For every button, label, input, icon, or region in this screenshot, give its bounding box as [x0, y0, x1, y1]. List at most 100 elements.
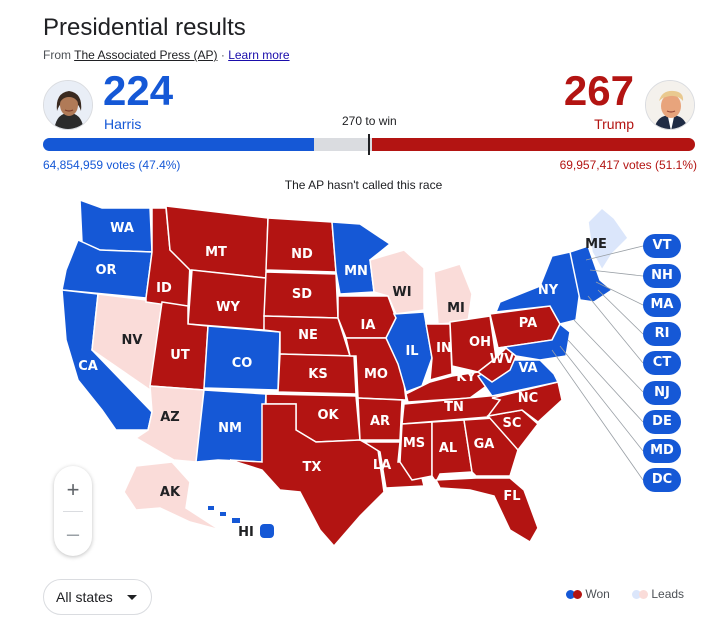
state-ME[interactable] [587, 206, 629, 272]
trump-avatar [645, 80, 695, 130]
state-AK[interactable] [123, 461, 221, 531]
state-ND[interactable] [265, 217, 337, 273]
legend-leads-label: Leads [651, 587, 685, 601]
state-KS[interactable] [277, 353, 357, 395]
label-AK: AK [160, 485, 181, 500]
state-filter-value: All states [56, 589, 113, 605]
state-filter-dropdown[interactable]: All states [43, 579, 152, 615]
label-MS: MS [403, 436, 425, 451]
zoom-control: + – [54, 466, 92, 556]
pill-NH[interactable]: NH [643, 264, 681, 288]
page-title: Presidential results [43, 14, 246, 41]
trump-popular-votes: 69,957,417 votes (51.1%) [559, 158, 697, 172]
pill-MA[interactable]: MA [643, 293, 681, 317]
pill-DC[interactable]: DC [643, 468, 681, 492]
pill-RI[interactable]: RI [643, 322, 681, 346]
label-WI: WI [392, 285, 411, 300]
harris-electoral-votes: 224 [103, 67, 174, 114]
label-OR: OR [95, 263, 116, 278]
label-WY: WY [216, 300, 240, 315]
harris-avatar [43, 80, 93, 130]
label-ND: ND [291, 247, 313, 262]
pill-DE[interactable]: DE [643, 410, 681, 434]
won-rep-swatch [573, 590, 582, 600]
caret-down-icon [127, 595, 137, 600]
label-WV: WV [490, 352, 514, 367]
state-AR[interactable] [357, 397, 403, 441]
label-MI: MI [447, 301, 465, 316]
label-CA: CA [78, 359, 98, 374]
label-AL: AL [439, 441, 457, 456]
won-dem-swatch [566, 590, 575, 600]
small-state-leader-lines [551, 245, 644, 481]
label-SC: SC [503, 416, 522, 431]
state-NC[interactable] [486, 381, 563, 423]
source-line: From The Associated Press (AP) · Learn m… [43, 48, 290, 62]
learn-more-link[interactable]: Learn more [228, 48, 290, 62]
label-LA: LA [373, 458, 391, 473]
pill-VT[interactable]: VT [643, 234, 681, 258]
legend-won-label: Won [585, 587, 610, 601]
source-prefix: From [43, 48, 75, 62]
label-MN: MN [344, 264, 368, 279]
label-TX: TX [303, 460, 322, 475]
label-ME: ME [585, 237, 607, 252]
label-IA: IA [361, 318, 376, 333]
label-OH: OH [469, 335, 491, 350]
leads-rep-swatch [639, 590, 648, 600]
pill-MD[interactable]: MD [643, 439, 681, 463]
zoom-divider [63, 511, 83, 512]
label-VA: VA [518, 361, 537, 376]
legend-leads: Leads [632, 587, 684, 601]
label-UT: UT [170, 348, 190, 363]
label-HI: HI [238, 525, 254, 540]
zoom-in-button[interactable]: + [66, 477, 80, 502]
harris-bar-fill [43, 138, 314, 151]
state-NY[interactable] [494, 251, 581, 325]
state-WI[interactable] [369, 249, 425, 315]
label-KS: KS [308, 367, 327, 382]
trump-electoral-votes: 267 [563, 67, 634, 114]
harris-popular-votes: 64,854,959 votes (47.4%) [43, 158, 181, 172]
label-NE: NE [298, 328, 318, 343]
leads-dem-swatch [632, 590, 641, 600]
trump-bar-fill [372, 138, 695, 151]
label-IL: IL [405, 344, 418, 359]
source-link[interactable]: The Associated Press (AP) [74, 48, 218, 62]
state-TX[interactable] [229, 403, 385, 548]
us-electoral-map[interactable]: WA OR CA NV ID MT WY UT AZ CO NM ND SD N… [40, 190, 720, 570]
label-FL: FL [503, 489, 520, 504]
label-NY: NY [538, 283, 559, 298]
to-win-label: 270 to win [342, 114, 397, 128]
label-ID: ID [156, 281, 172, 296]
pill-NJ[interactable]: NJ [643, 381, 681, 405]
label-NM: NM [218, 421, 242, 436]
label-NC: NC [518, 391, 538, 406]
race-status: The AP hasn't called this race [284, 178, 443, 192]
state-HI[interactable] [208, 506, 274, 538]
state-MS[interactable] [399, 421, 433, 481]
label-NV: NV [122, 333, 143, 348]
label-GA: GA [474, 437, 495, 452]
electoral-progress-bar [43, 138, 695, 151]
win-threshold-marker [368, 134, 370, 155]
state-IN[interactable] [425, 323, 453, 382]
label-MO: MO [364, 367, 388, 382]
label-TN: TN [444, 400, 464, 415]
label-MT: MT [205, 245, 227, 260]
source-separator: · [217, 48, 229, 62]
trump-name: Trump [594, 116, 634, 132]
legend-won: Won [566, 587, 610, 601]
pill-CT[interactable]: CT [643, 351, 681, 375]
harris-name: Harris [104, 116, 142, 132]
label-IN: IN [436, 341, 452, 356]
label-KY: KY [456, 370, 476, 385]
state-FL[interactable] [434, 477, 539, 544]
label-AR: AR [370, 414, 390, 429]
label-SD: SD [292, 287, 312, 302]
label-OK: OK [317, 408, 339, 423]
label-WA: WA [110, 221, 134, 236]
zoom-out-button[interactable]: – [66, 521, 80, 546]
state-NJ-MD-area[interactable] [497, 322, 571, 361]
label-AZ: AZ [160, 410, 180, 425]
